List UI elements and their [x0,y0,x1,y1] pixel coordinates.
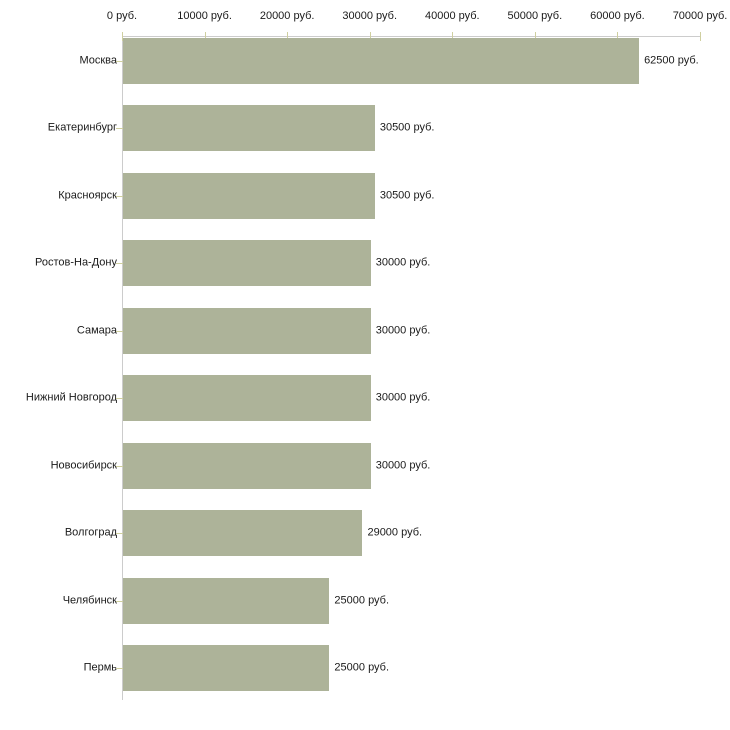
category-label: Самара [76,324,117,337]
category-label: Волгоград [64,526,117,539]
x-axis-tick [204,32,206,41]
x-axis-tick [617,32,619,41]
value-label: 25000 руб. [334,594,390,607]
x-axis-tick [122,32,123,41]
x-axis-tick [452,32,454,41]
x-axis-line [122,36,701,37]
y-axis-tick [116,600,123,602]
bar [123,240,371,287]
value-label: 30000 руб. [375,391,431,404]
category-label: Екатеринбург [47,121,117,134]
x-axis-tick-label: 0 руб. [106,10,138,22]
x-axis-tick-label: 40000 руб. [424,10,480,22]
x-axis-tick [534,32,536,41]
y-axis-tick [116,533,123,535]
y-axis-tick [116,128,123,130]
bar [123,510,363,557]
y-axis-tick [116,195,123,197]
category-label: Новосибирск [50,459,117,472]
y-axis-line [122,36,123,700]
category-label: Нижний Новгород [25,391,117,404]
value-label: 62500 руб. [644,54,699,67]
y-axis-tick [116,61,123,62]
bar [123,38,640,84]
y-axis-tick [116,330,123,332]
bar [123,442,371,489]
y-axis-tick [116,263,123,265]
bar [123,577,330,624]
x-axis-tick [700,32,701,41]
x-axis-tick-label: 30000 руб. [342,10,398,22]
x-axis-tick [369,32,371,41]
value-label: 25000 руб. [334,661,390,674]
x-axis-tick [287,32,289,41]
bar [123,105,375,152]
value-label: 30500 руб. [379,121,435,134]
y-axis-tick [116,398,123,400]
bar [123,172,375,219]
y-axis-tick [116,465,123,467]
x-axis-tick-label: 20000 руб. [259,10,315,22]
x-axis-tick-label: 10000 руб. [177,10,232,22]
x-axis-tick-label: 50000 руб. [507,10,563,22]
value-label: 29000 руб. [367,526,423,539]
bar [123,375,371,422]
value-label: 30000 руб. [375,324,431,337]
bar [123,644,330,691]
bar [123,307,371,354]
value-label: 30000 руб. [375,256,431,269]
category-label: Красноярск [58,189,117,202]
y-axis-tick [116,667,123,669]
value-label: 30500 руб. [379,189,435,202]
category-label: Пермь [83,661,117,674]
x-axis-tick-label: 70000 руб. [672,10,728,22]
category-label: Челябинск [62,594,117,607]
x-axis-tick-label: 60000 руб. [590,10,645,22]
value-label: 30000 руб. [375,459,431,472]
category-label: Ростов-На-Дону [34,256,117,269]
category-label: Москва [79,54,117,67]
